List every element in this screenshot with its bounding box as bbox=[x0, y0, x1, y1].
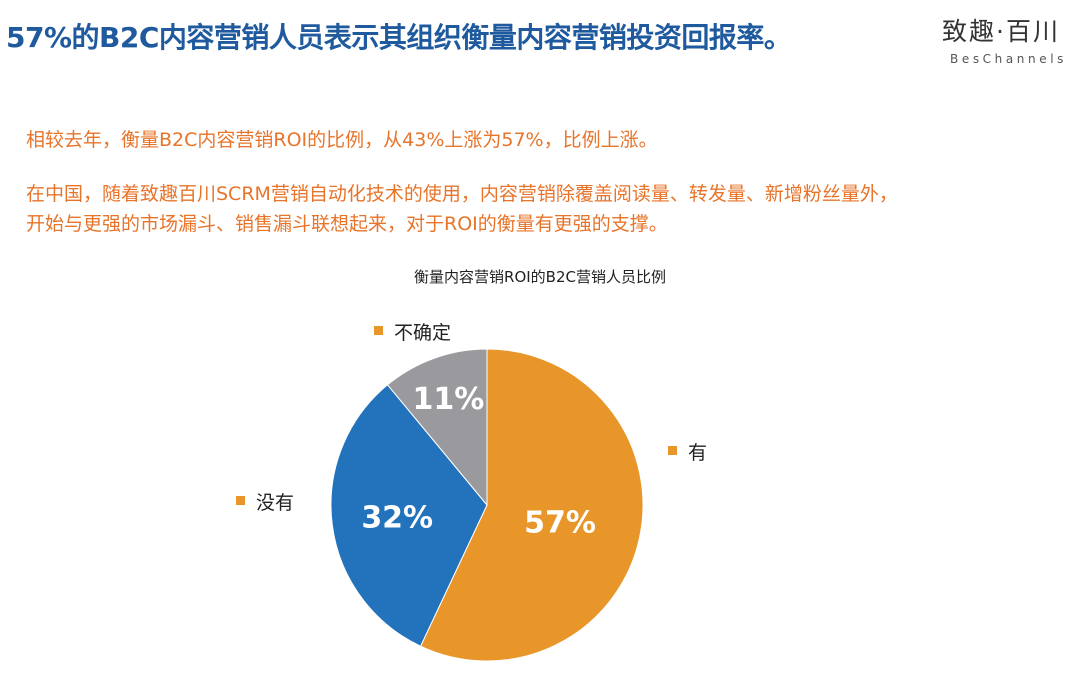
pie-slice-label-1: 57% bbox=[524, 505, 596, 540]
legend-marker-2 bbox=[236, 496, 245, 505]
china-paragraph: 在中国，随着致趣百川SCRM营销自动化技术的使用，内容营销除覆盖阅读量、转发量、… bbox=[26, 179, 898, 239]
page-headline: 57%的B2C内容营销人员表示其组织衡量内容营销投资回报率。 bbox=[6, 21, 792, 54]
legend-marker-3 bbox=[374, 326, 383, 335]
chart-title: 衡量内容营销ROI的B2C营销人员比例 bbox=[414, 268, 666, 286]
pie-slice-2 bbox=[330, 384, 488, 647]
legend-label-2: 没有 bbox=[256, 492, 294, 514]
pie-slice-3 bbox=[386, 348, 488, 507]
china-paragraph-line-1: 在中国，随着致趣百川SCRM营销自动化技术的使用，内容营销除覆盖阅读量、转发量、… bbox=[26, 183, 898, 205]
brand-logo: 致趣·百川 BesChannels bbox=[942, 12, 1074, 72]
logo-english-text: BesChannels bbox=[950, 52, 1067, 66]
legend-label-3: 不确定 bbox=[394, 322, 451, 344]
logo-chinese-text: 致趣·百川 bbox=[942, 17, 1060, 46]
legend-marker-1 bbox=[668, 446, 677, 455]
legend-label-1: 有 bbox=[688, 442, 707, 464]
china-paragraph-line-2: 开始与更强的市场漏斗、销售漏斗联想起来，对于ROI的衡量有更强的支撑。 bbox=[26, 213, 668, 235]
pie-slice-1 bbox=[419, 348, 644, 662]
pie-slice-label-3: 11% bbox=[413, 382, 485, 417]
pie-slice-label-2: 32% bbox=[361, 500, 433, 535]
summary-paragraph: 相较去年，衡量B2C内容营销ROI的比例，从43%上涨为57%，比例上涨。 bbox=[26, 129, 658, 151]
